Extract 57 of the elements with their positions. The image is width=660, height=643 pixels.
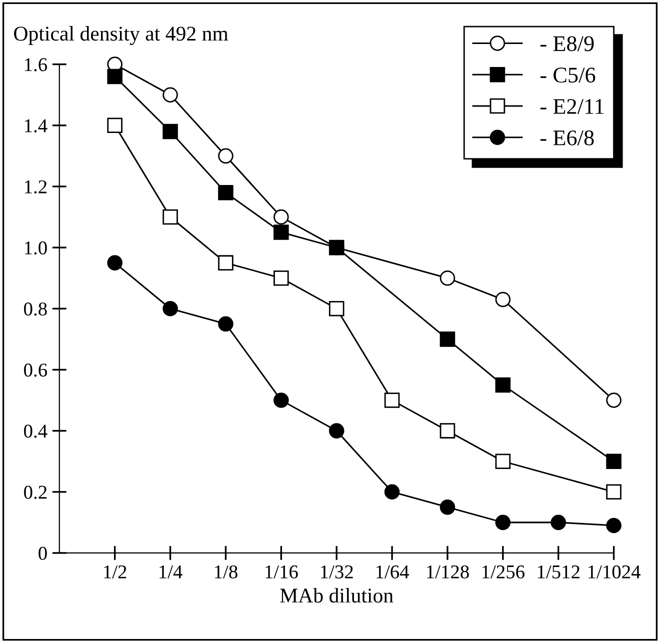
point xyxy=(384,392,400,408)
y-tick-label: 0.6 xyxy=(24,364,48,377)
point xyxy=(328,301,344,316)
point xyxy=(495,454,511,469)
point xyxy=(274,392,289,408)
point xyxy=(162,87,178,102)
x-tick-label: 1/256 xyxy=(482,565,524,578)
y-tick-label: 1.4 xyxy=(25,119,48,132)
legend-label: - E6/8 xyxy=(540,130,594,146)
y-tick-label: 1.0 xyxy=(25,241,47,255)
point xyxy=(162,124,178,140)
x-tick-label: 1/16 xyxy=(266,565,298,578)
point xyxy=(107,68,122,84)
point xyxy=(107,118,122,134)
y-tick-label: 1.6 xyxy=(25,58,48,72)
y-tick-label: 0.8 xyxy=(24,302,47,316)
point xyxy=(274,270,289,286)
point xyxy=(218,148,234,164)
point xyxy=(384,484,400,500)
y-tick-label: 1.2 xyxy=(25,180,47,194)
x-tick-label: 1/64 xyxy=(376,565,410,578)
x-tick-label: 1/1024 xyxy=(588,565,641,578)
point xyxy=(440,500,456,515)
point xyxy=(274,224,289,240)
x-tick-label: 1/128 xyxy=(427,565,469,578)
point xyxy=(440,270,456,286)
point xyxy=(606,484,622,500)
x-tick-label: 1/8 xyxy=(215,565,238,578)
x-tick-label: 1/32 xyxy=(321,565,353,578)
x-tick-label: 1/2 xyxy=(104,565,126,578)
point xyxy=(218,316,234,332)
point xyxy=(107,255,122,270)
point xyxy=(606,454,622,469)
point xyxy=(218,184,234,200)
point xyxy=(550,514,566,530)
point xyxy=(440,423,456,438)
point xyxy=(495,377,511,393)
point xyxy=(606,518,622,534)
y-tick-label: 0 xyxy=(38,546,47,560)
point xyxy=(328,423,344,438)
point xyxy=(218,255,234,270)
point xyxy=(495,514,511,530)
y-tick-label: 0.4 xyxy=(24,424,48,438)
x-tick-label: 1/4 xyxy=(160,565,182,578)
point xyxy=(162,209,178,225)
point xyxy=(274,209,289,225)
y-tick-label: 0.2 xyxy=(24,486,47,499)
x-tick-label: 1/512 xyxy=(538,565,580,578)
point xyxy=(495,292,511,308)
x-axis-title: MAb dilution xyxy=(280,588,394,603)
legend-label: - E8/9 xyxy=(540,36,594,52)
point xyxy=(606,392,622,408)
legend-label: - E2/11 xyxy=(540,99,604,114)
point xyxy=(162,301,178,316)
legend-label: - C5/6 xyxy=(540,68,596,83)
y-axis-title: Optical density at 492 nm xyxy=(14,26,228,46)
point xyxy=(440,332,456,347)
